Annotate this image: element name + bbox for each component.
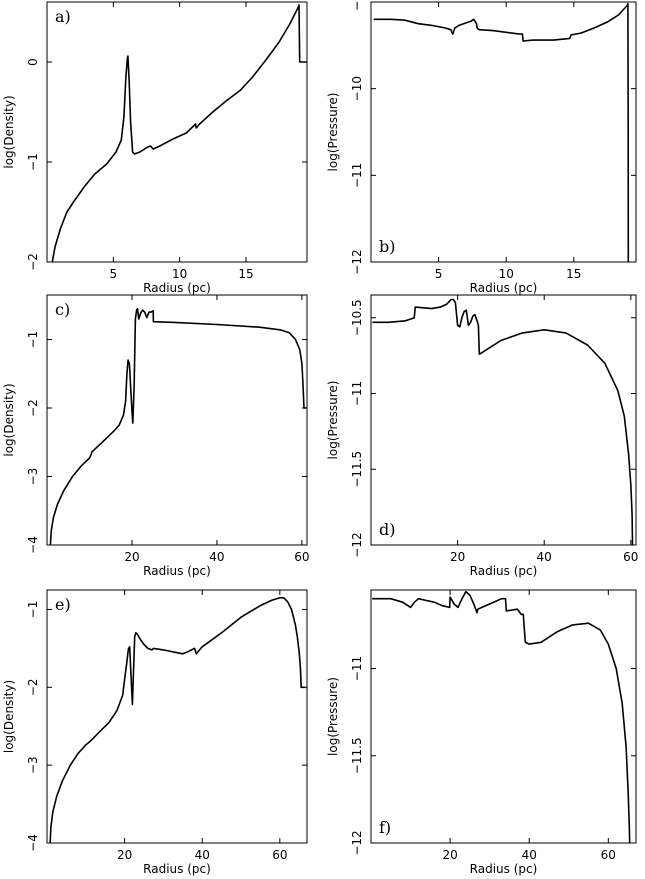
y-tick-label: −2 xyxy=(26,399,40,417)
series-line xyxy=(49,597,306,844)
y-tick-label: −12 xyxy=(350,830,364,855)
series-line xyxy=(373,2,630,263)
x-tick-label: 60 xyxy=(294,550,309,564)
y-tick-label: −4 xyxy=(26,536,40,554)
y-axis-label: log(Pressure) xyxy=(326,677,340,756)
y-tick-label: −1 xyxy=(26,331,40,349)
x-tick-label: 60 xyxy=(601,848,616,862)
y-tick-label: −11 xyxy=(350,163,364,188)
x-axis-label: Radius (pc) xyxy=(470,281,538,295)
x-tick-label: 10 xyxy=(499,267,514,281)
y-tick-label: −2 xyxy=(26,678,40,696)
x-axis-label: Radius (pc) xyxy=(143,281,211,295)
x-tick-label: 10 xyxy=(172,267,187,281)
y-tick-label: −1 xyxy=(26,601,40,619)
panel-a: 5 10 15 −2 −1 0 Radius (pc) log(Density) a) xyxy=(2,1,308,295)
panel-c: 20 40 60 −4 −3 −2 −1 Radius (pc) log(Density) c) xyxy=(2,294,310,578)
panel-letter: a) xyxy=(55,7,71,26)
x-tick-label: 5 xyxy=(435,267,443,281)
plot-frame xyxy=(46,589,308,844)
x-tick-label: 5 xyxy=(110,267,118,281)
y-axis-label: log(Pressure) xyxy=(326,381,340,460)
panel-e: 20 40 60 −4 −3 −2 −1 Radius (pc) log(Density) e) xyxy=(2,589,308,876)
x-tick-label: 40 xyxy=(522,848,537,862)
x-axis-label: Radius (pc) xyxy=(470,564,538,578)
plot-frame xyxy=(370,1,637,263)
series-line xyxy=(51,4,307,263)
x-axis-label: Radius (pc) xyxy=(143,564,211,578)
x-tick-label: 40 xyxy=(195,848,210,862)
series-line xyxy=(49,307,307,546)
x-tick-label: 20 xyxy=(124,550,139,564)
plot-frame xyxy=(46,1,308,263)
series-line xyxy=(372,298,634,546)
panel-b: 5 10 15 −12 −11 −10 −9 Radius (pc) log(Pressure)… xyxy=(326,0,637,295)
panel-f: 20 40 60 −12 −11.5 −11 Radius (pc) log(Pressure… xyxy=(326,589,637,876)
x-axis-label: Radius (pc) xyxy=(470,862,538,876)
x-tick-label: 20 xyxy=(117,848,132,862)
y-axis-label: log(Density) xyxy=(2,383,16,456)
y-axis-label: log(Density) xyxy=(2,95,16,168)
x-tick-label: 15 xyxy=(238,267,253,281)
y-tick-label: −2 xyxy=(26,253,40,271)
panel-letter: b) xyxy=(379,237,395,256)
plot-frame xyxy=(370,589,637,844)
panel-letter: c) xyxy=(55,300,70,319)
panel-letter: d) xyxy=(379,520,395,539)
x-tick-label: 60 xyxy=(272,848,287,862)
y-tick-label: −10.5 xyxy=(350,299,364,336)
x-tick-label: 20 xyxy=(442,848,457,862)
y-tick-label: −12 xyxy=(350,532,364,557)
y-tick-label: −1 xyxy=(26,153,40,171)
y-tick-label: −11 xyxy=(350,656,364,681)
y-tick-label: −4 xyxy=(26,834,40,852)
x-tick-label: 20 xyxy=(450,550,465,564)
x-axis-label: Radius (pc) xyxy=(143,862,211,876)
panel-letter: e) xyxy=(55,595,71,614)
x-tick-label: 15 xyxy=(566,267,581,281)
y-tick-label: −10 xyxy=(350,76,364,101)
y-axis-label: log(Pressure) xyxy=(326,93,340,172)
y-tick-label: −11 xyxy=(350,381,364,406)
plot-frame xyxy=(370,294,637,546)
y-tick-label: −9 xyxy=(350,0,364,11)
x-tick-label: 40 xyxy=(209,550,224,564)
panel-letter: f) xyxy=(379,818,391,837)
y-tick-label: −3 xyxy=(26,468,40,486)
y-tick-label: −3 xyxy=(26,756,40,774)
y-tick-label: −11.5 xyxy=(350,737,364,774)
y-tick-label: 0 xyxy=(26,58,40,66)
y-tick-label: −11.5 xyxy=(350,451,364,488)
series-line xyxy=(372,590,631,844)
x-tick-label: 60 xyxy=(623,550,638,564)
plot-frame xyxy=(46,294,308,546)
y-axis-label: log(Density) xyxy=(2,680,16,753)
panel-d: 20 40 60 −12 −11.5 −11 −10.5 Radius (pc) log(Pre… xyxy=(326,294,638,578)
y-tick-label: −12 xyxy=(350,249,364,274)
x-tick-label: 40 xyxy=(537,550,552,564)
